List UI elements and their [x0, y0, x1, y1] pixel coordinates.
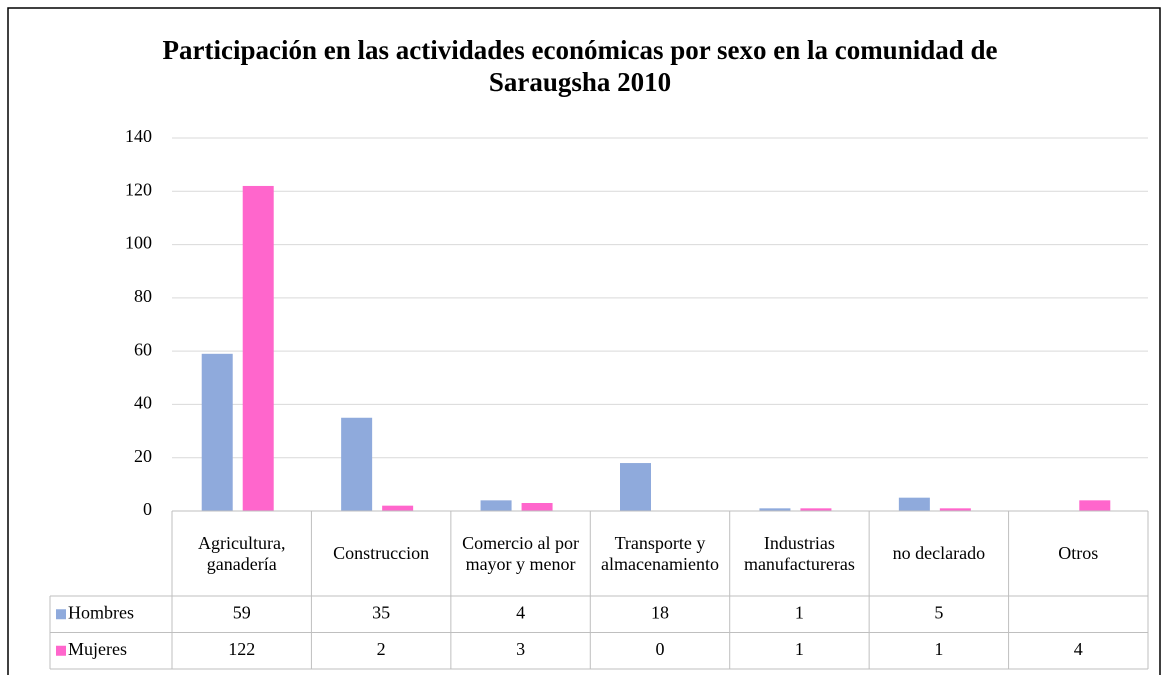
table-value: 35 — [372, 602, 390, 622]
table-value: 1 — [795, 639, 804, 659]
bar — [382, 505, 414, 511]
y-tick-label: 0 — [143, 499, 152, 519]
bar — [620, 463, 651, 511]
table-value: 2 — [377, 639, 386, 659]
table-value: 3 — [516, 639, 525, 659]
table-value: 4 — [516, 602, 525, 622]
bar — [242, 185, 274, 511]
bar — [201, 353, 233, 511]
y-tick-label: 140 — [125, 126, 152, 146]
x-tick-label: no declarado — [892, 543, 986, 563]
y-tick-label: 20 — [134, 446, 152, 466]
bar — [1079, 500, 1111, 511]
legend-label: Hombres — [68, 602, 134, 622]
x-tick-label: Industrias manufactureras — [743, 532, 855, 574]
legend-swatch — [56, 645, 66, 656]
bar — [521, 503, 553, 511]
bar — [480, 500, 512, 511]
table-value: 5 — [934, 602, 943, 622]
x-tick-label: Transporte y almacenamiento — [601, 532, 719, 574]
table-value: 18 — [651, 602, 669, 622]
table-value: 0 — [656, 639, 665, 659]
bar — [939, 508, 971, 511]
legend-label: Mujeres — [68, 639, 127, 659]
table-value: 1 — [795, 602, 804, 622]
y-tick-label: 80 — [134, 286, 152, 306]
x-tick-label: Agricultura, ganadería — [197, 532, 286, 574]
y-tick-label: 40 — [134, 393, 152, 413]
bar — [759, 508, 791, 511]
table-value: 4 — [1074, 639, 1083, 659]
y-tick-label: 100 — [125, 233, 152, 253]
x-tick-label: Otros — [1058, 543, 1099, 563]
legend-swatch — [56, 609, 66, 620]
bar — [341, 417, 373, 511]
x-tick-label: Comercio al por mayor y menor — [462, 532, 580, 574]
y-tick-label: 60 — [134, 339, 152, 359]
y-tick-label: 120 — [125, 179, 152, 199]
bar — [800, 508, 832, 511]
x-tick-label: Construccion — [333, 543, 430, 563]
table-value: 1 — [934, 639, 943, 659]
bar — [898, 497, 930, 511]
table-value: 59 — [233, 602, 251, 622]
chart-border — [7, 7, 1161, 675]
chart-title: Participación en las actividades económi… — [162, 35, 998, 97]
table-value: 122 — [228, 639, 255, 659]
